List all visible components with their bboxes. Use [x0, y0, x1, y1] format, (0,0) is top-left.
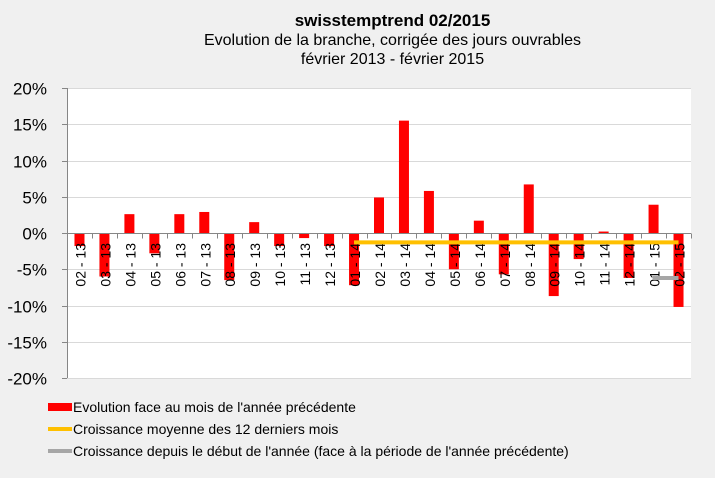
x-tick-label: 08 - 14 [522, 243, 538, 287]
x-tick-label: 12 - 14 [622, 243, 638, 287]
bar-11-14 [598, 231, 609, 233]
y-tick-label: 20% [13, 80, 47, 99]
y-tick-label: 0% [22, 225, 47, 244]
bar-05-13 [149, 233, 160, 254]
x-tick-label: 08 - 13 [222, 243, 238, 287]
bar-04-13 [124, 214, 135, 233]
bar-08-14 [523, 184, 534, 233]
bar-08-13 [224, 233, 235, 281]
bar-02-14 [374, 197, 384, 233]
bar-12-13 [324, 233, 335, 247]
bar-07-13 [199, 211, 210, 233]
bar-07-14 [498, 233, 509, 275]
x-tick-label: 06 - 14 [472, 243, 488, 287]
gray-line-swatch-icon [48, 449, 72, 453]
x-tick-label: 02 - 15 [672, 243, 688, 287]
yellow-line-swatch-icon [48, 427, 72, 431]
bar-02-13 [74, 233, 85, 247]
chart-subtitle: Evolution de la branche, corrigée des jo… [203, 32, 582, 49]
legend-label: Croissance depuis le début de l'année (f… [73, 443, 569, 459]
y-tick-label: 15% [13, 116, 47, 135]
bar-12-14 [623, 233, 634, 278]
bar-03-14 [398, 120, 409, 233]
bar-04-14 [423, 190, 434, 233]
y-tick-label: -20% [7, 370, 47, 389]
chart-legend: Evolution face au mois de l'année précéd… [48, 396, 569, 462]
x-tick-label: 09 - 13 [247, 243, 263, 287]
x-tick-label: 02 - 14 [372, 243, 388, 287]
bar-02-15 [673, 233, 684, 307]
bar-09-13 [249, 222, 260, 233]
y-tick-label: -15% [7, 334, 47, 353]
x-tick-label: 04 - 13 [122, 243, 138, 287]
x-tick-label: 11 - 14 [597, 243, 613, 286]
legend-item-ytd: Croissance depuis le début de l'année (f… [48, 440, 569, 462]
chart-title-block: swisstemptrend 02/2015 Evolution de la b… [0, 10, 715, 69]
legend-item-avg12: Croissance moyenne des 12 derniers mois [48, 418, 569, 440]
bar-01-15 [648, 204, 659, 233]
x-tick-label: 03 - 14 [397, 243, 413, 287]
chart-period: février 2013 - février 2015 [300, 51, 485, 68]
x-tick-label: 10 - 13 [272, 243, 288, 287]
y-tick-label: -5% [17, 261, 47, 280]
bar-06-13 [174, 214, 185, 233]
x-tick-label: 10 - 14 [572, 243, 588, 287]
x-tick-label: 07 - 14 [497, 243, 513, 287]
bar-05-14 [448, 233, 459, 270]
bar-09-14 [548, 233, 559, 297]
x-tick-label: 05 - 14 [447, 243, 463, 287]
bar-06-14 [473, 220, 484, 233]
y-tick-label: 10% [13, 153, 47, 172]
bar-10-14 [573, 233, 584, 260]
legend-label: Croissance moyenne des 12 derniers mois [73, 421, 339, 437]
legend-item-monthly: Evolution face au mois de l'année précéd… [48, 396, 569, 418]
x-tick-label: 03 - 13 [97, 243, 113, 287]
x-tick-label: 12 - 13 [322, 243, 338, 287]
x-tick-label: 09 - 14 [547, 243, 563, 287]
legend-label: Evolution face au mois de l'année précéd… [73, 399, 356, 415]
bar-03-13 [99, 233, 110, 277]
y-tick-label: -10% [7, 298, 47, 317]
red-bar-swatch-icon [48, 403, 72, 411]
x-tick-label: 01 - 14 [347, 243, 363, 287]
x-tick-label: 01 - 15 [647, 243, 663, 287]
x-tick-label: 06 - 13 [172, 243, 188, 287]
bar-01-14 [349, 233, 360, 286]
bar-10-13 [274, 233, 285, 247]
y-tick-label: 5% [22, 189, 47, 208]
bar-11-13 [299, 233, 310, 239]
x-tick-label: 07 - 13 [197, 243, 213, 287]
x-tick-label: 04 - 14 [422, 243, 438, 287]
x-tick-label: 02 - 13 [72, 243, 88, 287]
chart-title: swisstemptrend 02/2015 [294, 11, 491, 30]
x-tick-label: 11 - 13 [297, 243, 313, 286]
x-tick-label: 05 - 13 [147, 243, 163, 287]
